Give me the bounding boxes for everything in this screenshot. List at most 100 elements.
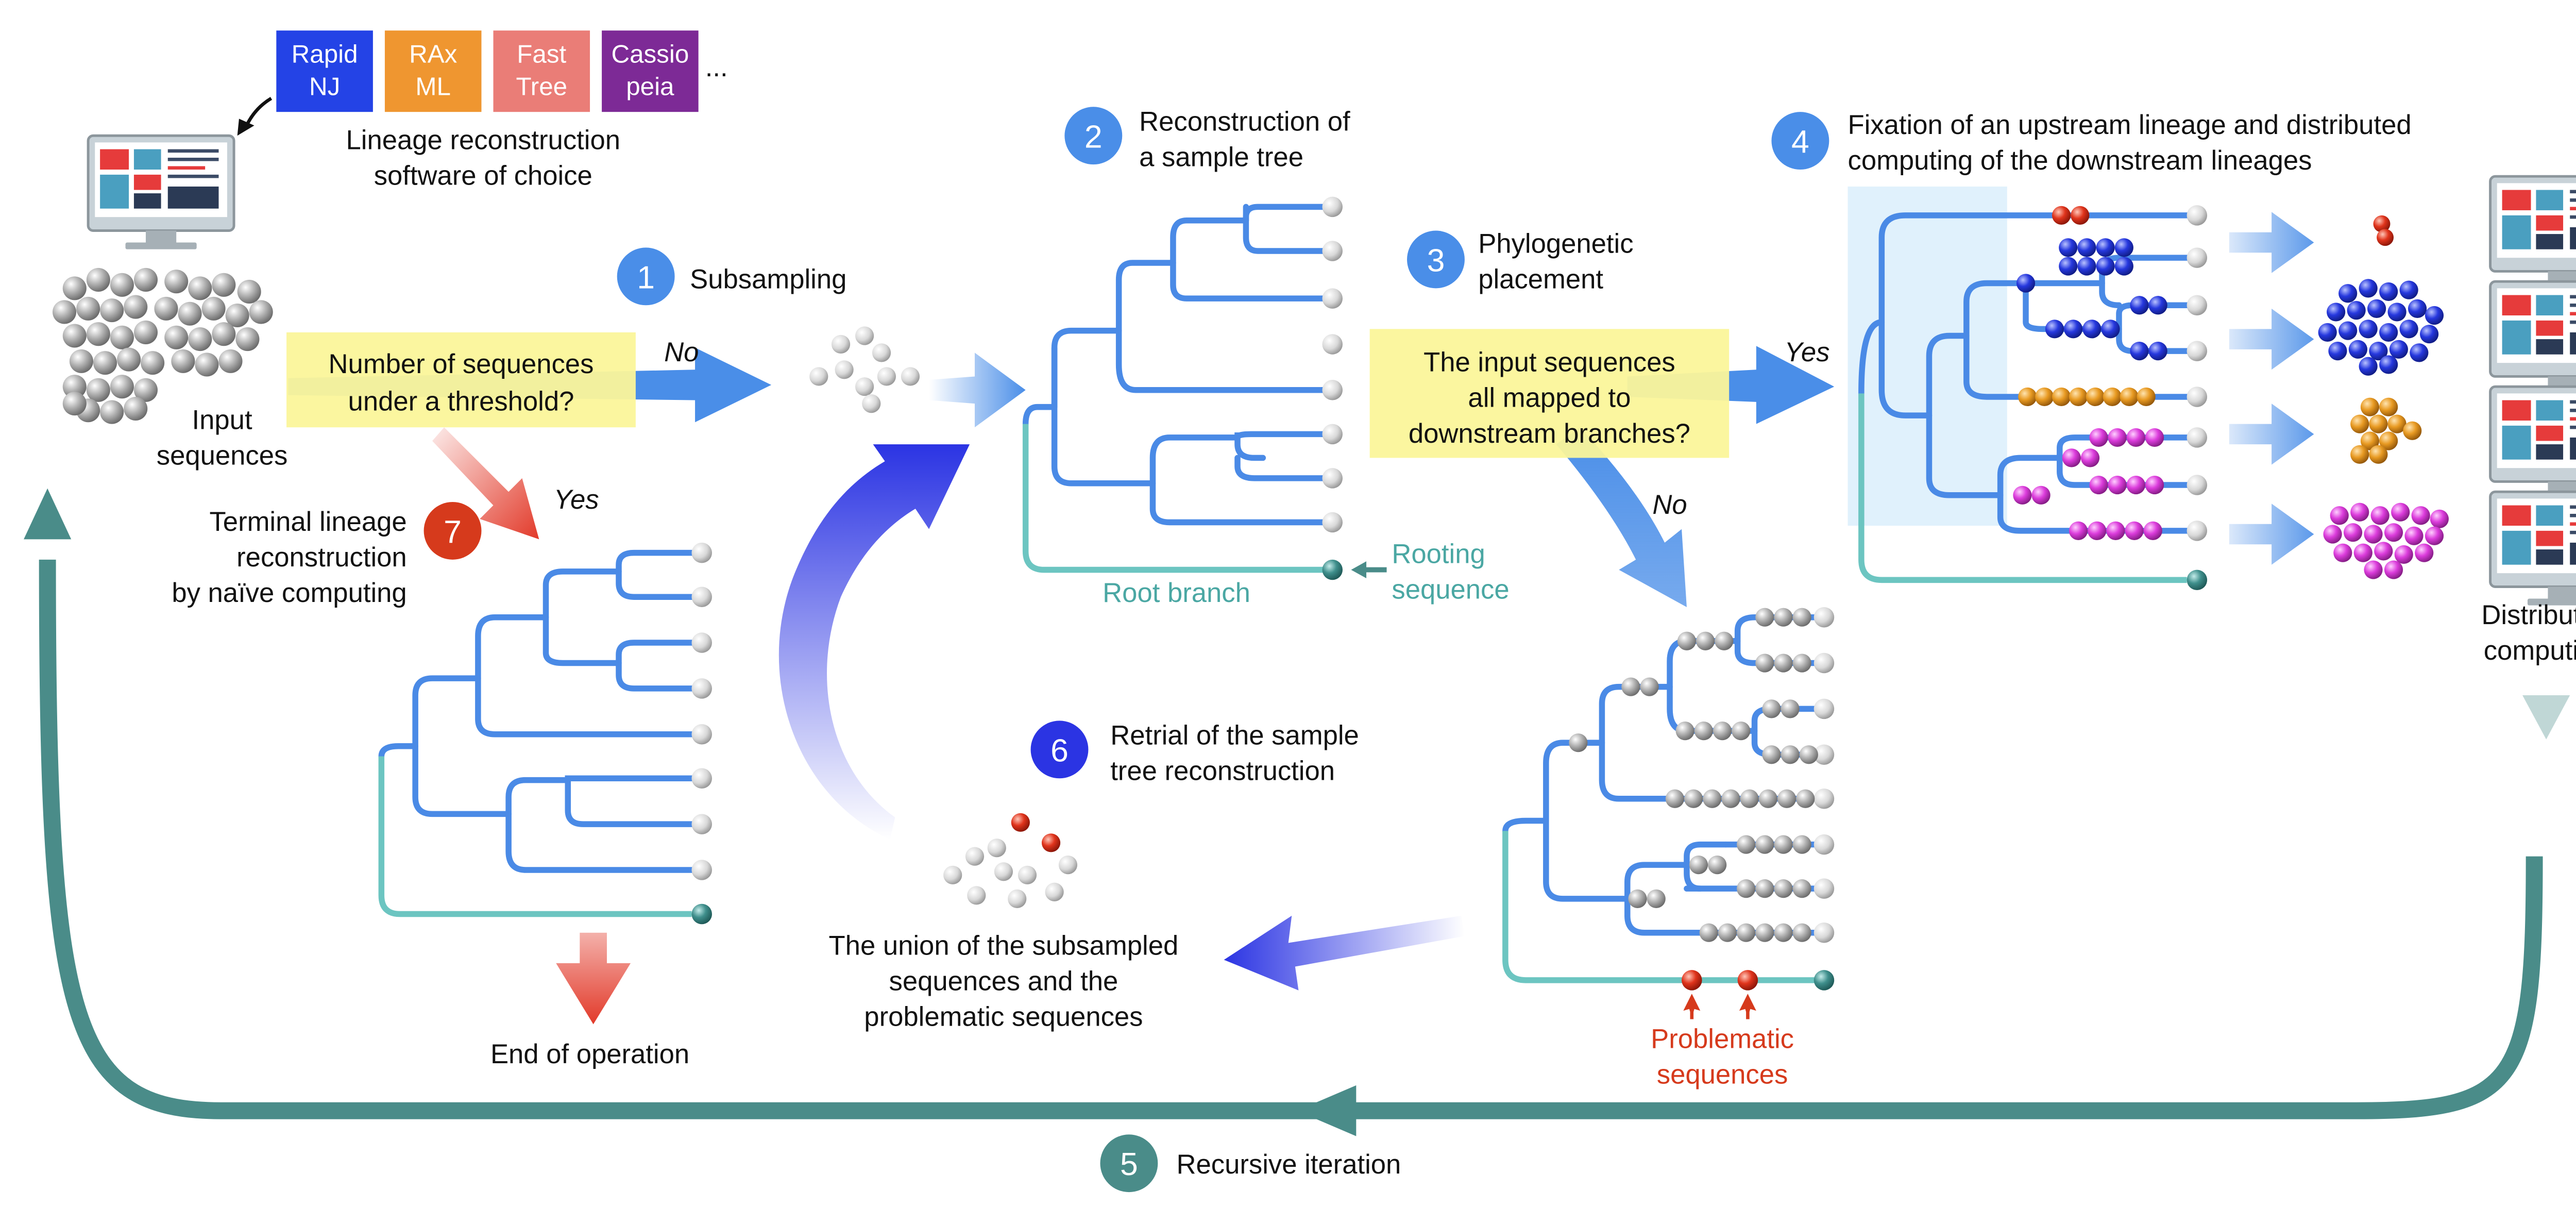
- distributed-computing-label: computing: [2484, 635, 2576, 666]
- arrow-to-sample-tree: [929, 353, 1026, 428]
- input-sequences-cloud: [53, 267, 273, 424]
- step-badge-3: [1407, 230, 1465, 289]
- terminal-tree-rooting-node: [691, 903, 712, 925]
- software-pointer-arrow: [244, 97, 273, 128]
- placement-tree-leaves: [1814, 607, 1835, 943]
- software-label: Fast: [517, 40, 566, 69]
- yes-arrow-distributed: [1627, 346, 1835, 424]
- step-number: 4: [1791, 124, 1809, 160]
- union-label: sequences and the: [889, 966, 1118, 997]
- software-label: Cassio: [611, 40, 689, 69]
- end-arrow: [556, 932, 631, 1025]
- union-problematic-beads: [1011, 813, 1061, 852]
- distributed-down-arrowhead: [2522, 695, 2570, 740]
- step-title: a sample tree: [1139, 142, 1303, 172]
- step-badge-1: [617, 247, 675, 306]
- terminal-tree: [378, 549, 695, 873]
- computer-icon: [2490, 281, 2576, 395]
- software-pointer-arrowhead: [237, 119, 255, 136]
- step-number: 7: [444, 514, 462, 550]
- step-title: Terminal lineage: [209, 507, 406, 537]
- step-title: tree reconstruction: [1110, 756, 1335, 786]
- root-branch-label: Root branch: [1103, 578, 1250, 608]
- step-badge-7: [423, 501, 482, 560]
- decision-mapped-text: all mapped to: [1468, 383, 1631, 413]
- input-sequences-label: Input: [192, 405, 252, 435]
- red-lineage-beads: [2052, 206, 2090, 225]
- fixed-tree: [1858, 212, 2190, 534]
- software-more: ...: [705, 52, 728, 82]
- recursive-loop-arrowhead: [24, 488, 72, 540]
- terminal-tree-leaves: [691, 542, 712, 880]
- decision-threshold-text: under a threshold?: [348, 386, 574, 416]
- sample-tree-root-branch: [1022, 424, 1331, 573]
- recursive-loop-arrow: [39, 559, 2543, 1119]
- decision-threshold-box: [286, 332, 636, 428]
- subsample-cluster: [809, 326, 920, 413]
- computer-icon: [2490, 387, 2576, 500]
- rooting-sequence-label: sequence: [1392, 575, 1509, 605]
- software-label: Tree: [516, 72, 567, 100]
- software-label: RAx: [409, 40, 457, 69]
- decision-mapped-box: [1369, 329, 1730, 458]
- step-number: 3: [1427, 242, 1445, 278]
- step-title: Reconstruction of: [1139, 106, 1350, 137]
- decision-threshold-text: Number of sequences: [329, 349, 594, 379]
- software-box-rapidnj[interactable]: [276, 30, 373, 112]
- software-boxes: Rapid NJ RAx ML Fast Tree Cassio peia ..…: [276, 30, 728, 112]
- distribution-arrows: [2229, 212, 2314, 565]
- orange-lineage-beads: [2018, 387, 2156, 407]
- distributed-computing-label: Distributed: [2481, 600, 2576, 630]
- arrow-to-union: [1224, 915, 1465, 991]
- fixed-tree-root-branch: [1858, 393, 2187, 583]
- software-box-fasttree[interactable]: [493, 30, 590, 112]
- retrial-curve-arrow: [778, 444, 970, 840]
- step-badge-5: [1100, 1134, 1158, 1193]
- rooting-pointer-arrow: [1351, 561, 1387, 579]
- step-title: placement: [1478, 264, 1603, 294]
- problematic-pointer-arrows: [1683, 994, 1756, 1019]
- rooting-sequence-label: Rooting: [1392, 539, 1485, 569]
- union-label: The union of the subsampled: [829, 930, 1179, 961]
- problematic-sequences-label: Problematic: [1651, 1024, 1794, 1054]
- fixed-tree-leaves: [2187, 205, 2208, 541]
- step-title: reconstruction: [236, 542, 407, 573]
- software-box-raxml[interactable]: [384, 30, 482, 112]
- step-number: 1: [637, 259, 655, 295]
- software-label: NJ: [309, 72, 340, 100]
- recursive-loop-midhead: [1297, 1085, 1357, 1136]
- step-title: Recursive iteration: [1177, 1149, 1401, 1180]
- decision-mapped-no: No: [1652, 490, 1687, 520]
- step-badge-2: [1064, 107, 1123, 165]
- union-label: problematic sequences: [864, 1002, 1143, 1032]
- software-label: Rapid: [292, 40, 358, 69]
- step-title: Retrial of the sample: [1110, 720, 1359, 750]
- sample-tree: [1022, 204, 1334, 526]
- union-cluster: [943, 839, 1078, 908]
- step-title: computing of the downstream lineages: [1848, 145, 2312, 176]
- blue-lineage-beads: [2016, 238, 2167, 361]
- decision-mapped-yes: Yes: [1785, 337, 1830, 367]
- terminal-tree-root-branch: [378, 756, 692, 917]
- placed-sequence-beads: [1569, 608, 1818, 942]
- step-number: 6: [1050, 732, 1069, 768]
- magenta-lineage-cluster: [2323, 502, 2449, 579]
- step-number: 2: [1084, 119, 1103, 155]
- software-caption: software of choice: [374, 161, 592, 191]
- step-title: Phylogenetic: [1478, 228, 1633, 259]
- decision-mapped-text: downstream branches?: [1409, 418, 1690, 449]
- software-caption: Lineage reconstruction: [346, 125, 620, 156]
- decision-mapped-text: The input sequences: [1423, 347, 1675, 378]
- software-box-cassiopeia[interactable]: [602, 30, 699, 112]
- step-number: 5: [1120, 1146, 1138, 1182]
- step-title: by naïve computing: [172, 578, 406, 608]
- placement-tree-rooting-node: [1814, 970, 1835, 991]
- no-arrow-placement-down: [1556, 427, 1687, 607]
- problematic-sequences-label: sequences: [1657, 1060, 1788, 1090]
- computer-icon: [87, 134, 235, 249]
- fixed-tree-rooting-node: [2187, 569, 2208, 591]
- computer-icon: [2490, 492, 2576, 605]
- software-label: peia: [626, 72, 674, 100]
